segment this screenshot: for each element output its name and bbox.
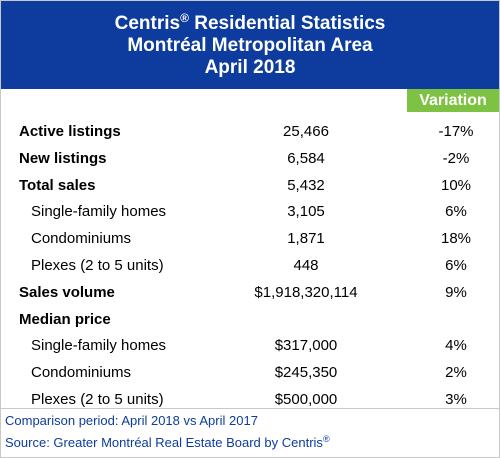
row-label: Single-family homes <box>31 203 167 221</box>
separator <box>1 408 499 409</box>
row-label: Condominiums <box>31 230 132 248</box>
row-label: Condominiums <box>31 364 132 382</box>
row-value: 1,871 <box>287 230 325 248</box>
table-row: Active listings 25,466 -17% <box>1 119 499 145</box>
row-value: 5,432 <box>287 176 325 194</box>
table-row: Total sales 5,432 10% <box>1 173 499 199</box>
variation-header: Variation <box>407 89 499 112</box>
table-row: Single-family homes 3,105 6% <box>1 199 499 225</box>
row-label: Median price <box>19 310 111 328</box>
row-variation: -2% <box>442 149 470 167</box>
row-label: New listings <box>19 149 107 167</box>
row-label: Single-family homes <box>31 337 167 355</box>
row-value: 3,105 <box>287 203 325 221</box>
row-variation: 3% <box>445 391 467 408</box>
registered-mark: ® <box>180 11 189 25</box>
title-line: Montréal Metropolitan Area <box>127 35 373 56</box>
row-label: Total sales <box>19 176 96 194</box>
title-line: Centris® Residential Statistics <box>1 11 499 35</box>
row-variation: -17% <box>438 123 474 140</box>
table-row: Condominiums $245,350 2% <box>1 360 499 386</box>
row-value: 6,584 <box>287 149 325 167</box>
row-label: Plexes (2 to 5 units) <box>31 257 164 274</box>
table-row: New listings 6,584 -2% <box>1 146 499 172</box>
row-variation: 9% <box>445 283 467 301</box>
row-value: $1,918,320,114 <box>254 283 358 301</box>
row-variation: 6% <box>445 203 467 221</box>
row-variation: 10% <box>440 176 472 194</box>
table-row: Plexes (2 to 5 units) $500,000 3% <box>1 387 499 413</box>
row-label: Sales volume <box>19 283 115 301</box>
table-row: Single-family homes $317,000 4% <box>1 333 499 359</box>
row-value: 448 <box>293 257 319 274</box>
row-value: $245,350 <box>274 364 338 382</box>
row-label: Active listings <box>19 123 121 140</box>
table-row: Median price <box>1 307 499 333</box>
row-variation: 2% <box>445 364 467 382</box>
header: Centris® Residential Statistics Montréal… <box>1 1 499 89</box>
row-value: $317,000 <box>274 337 338 355</box>
row-value: 25,466 <box>283 123 329 140</box>
table-row: Plexes (2 to 5 units) 448 6% <box>1 253 499 279</box>
row-variation: 18% <box>440 230 472 248</box>
source-note: Source: Greater Montréal Real Estate Boa… <box>5 434 330 451</box>
source-text: Source: Greater Montréal Real Estate Boa… <box>5 435 323 450</box>
row-variation: 6% <box>445 257 467 274</box>
row-value: $500,000 <box>274 391 338 408</box>
table-row: Condominiums 1,871 18% <box>1 226 499 252</box>
title-line: April 2018 <box>204 57 296 78</box>
row-variation: 4% <box>445 337 467 355</box>
comparison-note: Comparison period: April 2018 vs April 2… <box>5 413 258 428</box>
registered-mark: ® <box>322 434 330 444</box>
title-text: Residential Statistics <box>188 13 386 34</box>
row-label: Plexes (2 to 5 units) <box>31 391 164 408</box>
title-text: Centris <box>114 13 181 34</box>
table-row: Sales volume $1,918,320,114 9% <box>1 280 499 306</box>
